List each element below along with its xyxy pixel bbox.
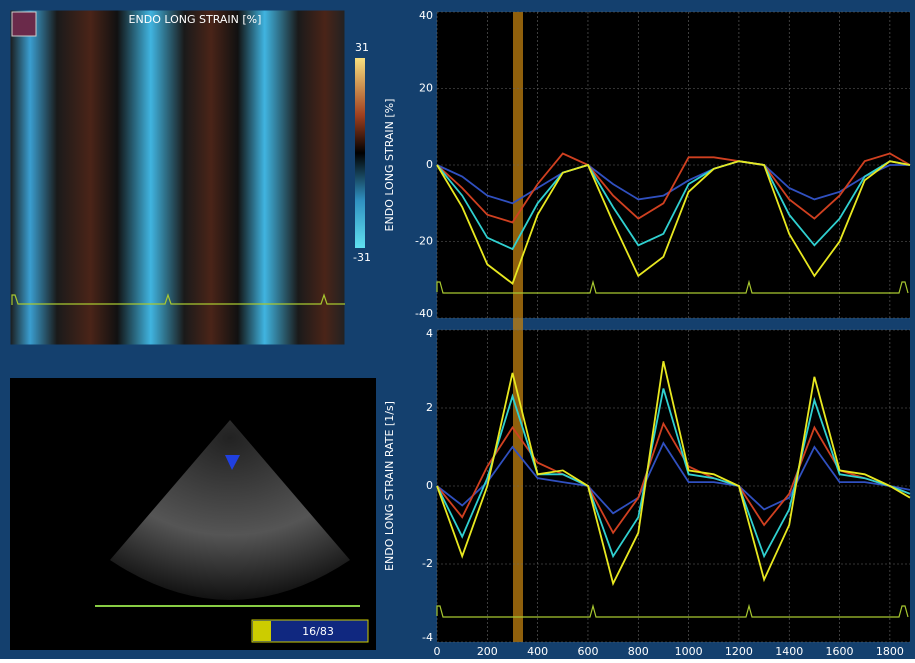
y-tick-label: -40	[415, 307, 433, 320]
x-tick-label: 1000	[675, 645, 703, 658]
y-axis-title: ENDO LONG STRAIN [%]	[383, 99, 396, 232]
x-tick-label: 800	[628, 645, 649, 658]
heatmap-title: ENDO LONG STRAIN [%]	[129, 13, 262, 26]
x-tick-label: 0	[434, 645, 441, 658]
heatmap	[10, 10, 345, 345]
frame-indicator	[253, 621, 271, 641]
time-cursor[interactable]	[513, 12, 523, 642]
x-tick-label: 200	[477, 645, 498, 658]
y-axis-title: ENDO LONG STRAIN RATE [1/s]	[383, 401, 396, 571]
x-tick-label: 1200	[725, 645, 753, 658]
frame-label: 16/83	[302, 625, 334, 638]
colorbar-tick-label: 31	[355, 41, 369, 54]
y-tick-label: 2	[426, 401, 433, 414]
x-tick-label: 1600	[826, 645, 854, 658]
screen: ENDO LONG STRAIN [%] 16/83 31-31-40-2002…	[0, 0, 915, 659]
y-tick-label: 40	[419, 9, 433, 22]
y-tick-label: 4	[426, 327, 433, 340]
y-tick-label: 20	[419, 82, 433, 95]
y-tick-label: 0	[426, 479, 433, 492]
y-tick-label: 0	[426, 158, 433, 171]
x-tick-label: 1400	[775, 645, 803, 658]
y-tick-label: -2	[422, 557, 433, 570]
x-tick-label: 1800	[876, 645, 904, 658]
y-tick-label: -4	[422, 631, 433, 644]
colorbar	[355, 58, 365, 248]
x-tick-label: 600	[577, 645, 598, 658]
y-tick-label: -20	[415, 235, 433, 248]
colorbar-tick-label: -31	[353, 251, 371, 264]
mode-icon[interactable]	[12, 12, 36, 36]
x-tick-label: 400	[527, 645, 548, 658]
